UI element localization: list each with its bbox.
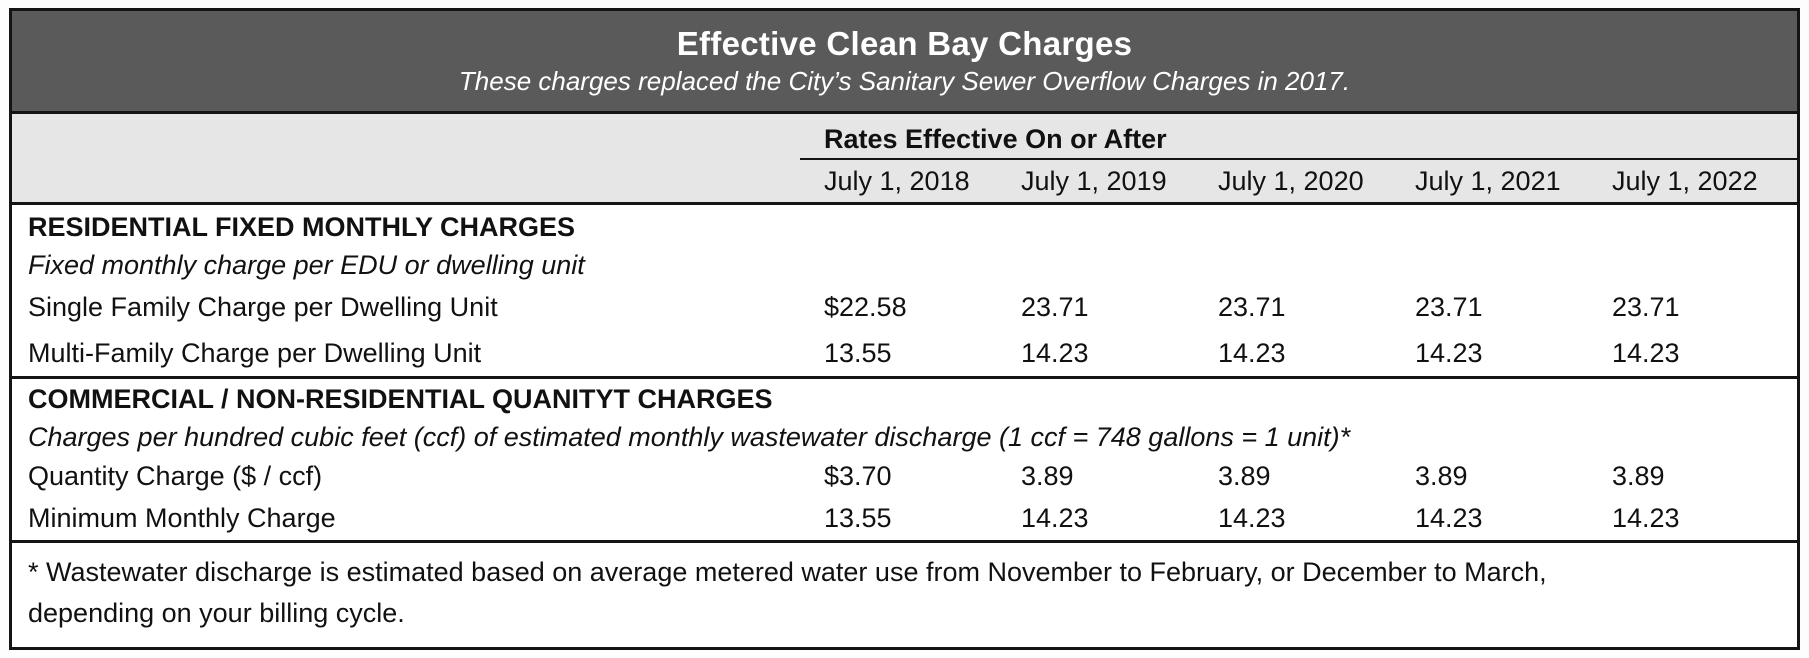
table-row-quantity-charge: Quantity Charge ($ / ccf) $3.70 3.89 3.8… bbox=[12, 456, 1797, 498]
cell-value: 14.23 bbox=[1612, 338, 1680, 368]
table-title: Effective Clean Bay Charges bbox=[676, 25, 1133, 62]
column-header-row: July 1, 2018 July 1, 2019 July 1, 2020 J… bbox=[12, 160, 1797, 202]
cell-value: 23.71 bbox=[1415, 292, 1483, 322]
table-row-single-family: Single Family Charge per Dwelling Unit $… bbox=[12, 284, 1797, 330]
cell-value: 23.71 bbox=[1021, 292, 1089, 322]
table-row-minimum-monthly: Minimum Monthly Charge 13.55 14.23 14.23… bbox=[12, 498, 1797, 540]
cell-value: 14.23 bbox=[1415, 338, 1483, 368]
cell-value: 3.89 bbox=[1612, 461, 1665, 491]
table-footnote: * Wastewater discharge is estimated base… bbox=[12, 540, 1797, 639]
rates-header-label: Rates Effective On or After bbox=[800, 124, 1797, 160]
table-title-band: Effective Clean Bay Charges These charge… bbox=[12, 11, 1797, 114]
column-header-2018: July 1, 2018 bbox=[824, 165, 970, 196]
cell-value: $3.70 bbox=[824, 461, 892, 491]
cell-value: 14.23 bbox=[1021, 338, 1089, 368]
cell-value: 23.71 bbox=[1612, 292, 1680, 322]
cell-value: 3.89 bbox=[1021, 461, 1074, 491]
cell-value: $22.58 bbox=[824, 292, 907, 322]
row-label: Single Family Charge per Dwelling Unit bbox=[28, 292, 498, 322]
column-header-2022: July 1, 2022 bbox=[1612, 165, 1758, 196]
cell-value: 23.71 bbox=[1218, 292, 1286, 322]
cell-value: 14.23 bbox=[1415, 503, 1483, 533]
table-row-multi-family: Multi-Family Charge per Dwelling Unit 13… bbox=[12, 330, 1797, 376]
column-header-2020: July 1, 2020 bbox=[1218, 165, 1364, 196]
column-header-2019: July 1, 2019 bbox=[1021, 165, 1167, 196]
footnote-line-2: depending on your billing cycle. bbox=[28, 597, 405, 628]
rates-header-spacer bbox=[12, 114, 800, 160]
rates-header-row: Rates Effective On or After bbox=[12, 114, 1797, 160]
section-residential: RESIDENTIAL FIXED MONTHLY CHARGES Fixed … bbox=[12, 205, 1797, 376]
cell-value: 13.55 bbox=[824, 338, 892, 368]
table-subtitle: These charges replaced the City’s Sanita… bbox=[458, 66, 1351, 96]
section-residential-heading: RESIDENTIAL FIXED MONTHLY CHARGES bbox=[28, 212, 576, 242]
section-commercial-heading: COMMERCIAL / NON-RESIDENTIAL QUANITYT CH… bbox=[28, 384, 773, 414]
cell-value: 14.23 bbox=[1218, 503, 1286, 533]
row-label: Quantity Charge ($ / ccf) bbox=[28, 461, 323, 491]
cell-value: 14.23 bbox=[1021, 503, 1089, 533]
cell-value: 14.23 bbox=[1612, 503, 1680, 533]
section-commercial: COMMERCIAL / NON-RESIDENTIAL QUANITYT CH… bbox=[12, 376, 1797, 540]
column-header-2021: July 1, 2021 bbox=[1415, 165, 1561, 196]
cell-value: 14.23 bbox=[1218, 338, 1286, 368]
row-label: Minimum Monthly Charge bbox=[28, 503, 336, 533]
section-commercial-description: Charges per hundred cubic feet (ccf) of … bbox=[28, 422, 1351, 452]
section-residential-description: Fixed monthly charge per EDU or dwelling… bbox=[28, 250, 585, 280]
footnote-line-1: * Wastewater discharge is estimated base… bbox=[28, 557, 1547, 587]
cell-value: 13.55 bbox=[824, 503, 892, 533]
cell-value: 3.89 bbox=[1218, 461, 1271, 491]
rates-header-band: Rates Effective On or After July 1, 2018… bbox=[12, 114, 1797, 205]
row-label: Multi-Family Charge per Dwelling Unit bbox=[28, 338, 482, 368]
charges-table: Effective Clean Bay Charges These charge… bbox=[9, 8, 1800, 650]
cell-value: 3.89 bbox=[1415, 461, 1468, 491]
